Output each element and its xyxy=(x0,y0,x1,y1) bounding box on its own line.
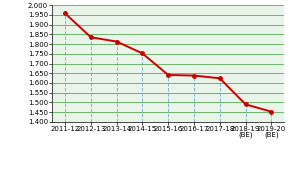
Legend: DEF EXP As a % of GDP: DEF EXP As a % of GDP xyxy=(112,171,224,174)
